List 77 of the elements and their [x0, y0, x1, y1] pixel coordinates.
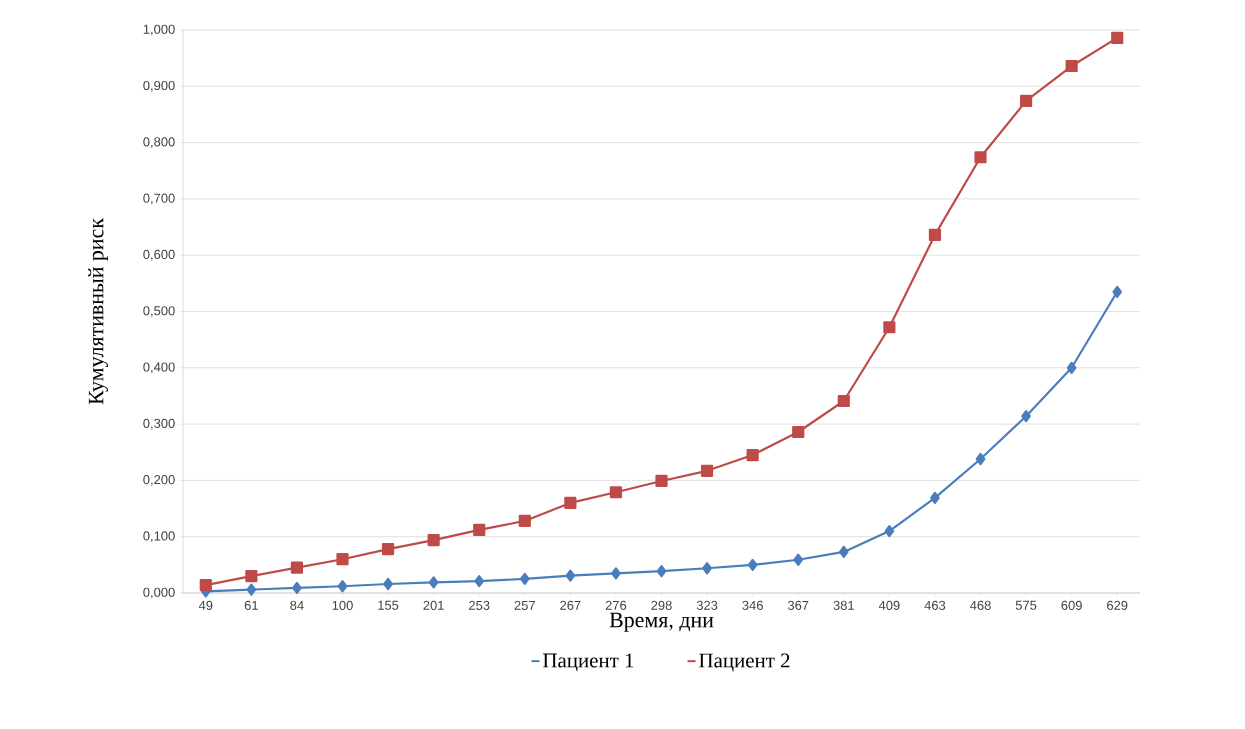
x-tick-label: 267: [560, 600, 581, 610]
legend-label: Пациент 2: [699, 653, 790, 672]
y-tick-label: 0,000: [143, 587, 175, 599]
point: [473, 523, 486, 537]
point: [428, 576, 439, 589]
y-axis-title: Кумулятивный риск: [88, 218, 108, 405]
x-tick-label: 201: [423, 600, 444, 610]
x-tick-label: 409: [878, 600, 900, 610]
x-tick-label: 463: [924, 600, 946, 610]
point: [747, 558, 758, 571]
x-axis-title: Время, дни: [609, 612, 714, 632]
point: [793, 553, 804, 566]
y-tick-label: 0,200: [143, 475, 175, 486]
point: [928, 228, 942, 242]
x-tick-label: 276: [605, 600, 627, 610]
point: [1021, 410, 1031, 423]
y-tick-label: 0,300: [143, 418, 175, 430]
point: [565, 569, 576, 582]
y-tick-label: 0,100: [143, 531, 175, 543]
point: [974, 151, 987, 164]
point: [838, 545, 849, 558]
point: [246, 583, 257, 596]
y-tick-label: 0,800: [143, 137, 175, 148]
point: [292, 581, 302, 595]
x-tick-label: 155: [378, 600, 399, 610]
x-tick-label: 298: [651, 600, 672, 610]
x-tick-label: 257: [514, 600, 535, 610]
point: [518, 514, 531, 528]
point: [883, 321, 896, 334]
point: [930, 491, 940, 504]
y-tick-label: 0,900: [143, 80, 175, 92]
x-tick-label: 100: [332, 600, 353, 610]
point: [336, 553, 349, 566]
point: [337, 580, 348, 593]
y-tick-label: 1,000: [143, 24, 175, 36]
point: [1112, 285, 1123, 298]
x-tick-label: 468: [970, 600, 991, 610]
y-tick-label: 0,400: [143, 362, 175, 374]
x-tick-label: 323: [696, 600, 718, 610]
y-tick-label: 0,600: [143, 249, 175, 261]
point: [655, 474, 668, 488]
point: [199, 579, 212, 592]
point: [609, 486, 623, 499]
point: [290, 561, 304, 574]
x-tick-label: 629: [1107, 600, 1128, 610]
x-tick-label: 575: [1015, 600, 1037, 610]
point: [700, 464, 714, 477]
point: [1019, 94, 1033, 108]
point: [1111, 31, 1124, 44]
x-tick-label: 84: [290, 600, 304, 610]
point: [474, 575, 485, 588]
point: [1066, 361, 1077, 374]
legend-label: Пациент 1: [543, 653, 634, 672]
x-tick-label: 609: [1061, 600, 1082, 610]
x-tick-label: 253: [469, 600, 490, 610]
point: [837, 394, 850, 408]
point: [975, 452, 986, 466]
point: [1065, 59, 1078, 73]
y-tick-label: 0,700: [143, 193, 175, 205]
point: [427, 533, 440, 547]
point: [383, 577, 393, 591]
point: [884, 524, 895, 538]
point: [746, 448, 759, 462]
point: [792, 425, 805, 439]
point: [702, 562, 712, 575]
x-tick-label: 61: [244, 600, 258, 610]
point: [245, 570, 258, 583]
x-tick-label: 367: [787, 600, 809, 610]
point: [611, 567, 621, 580]
point: [656, 564, 667, 578]
point: [381, 542, 395, 556]
x-tick-label: 49: [198, 600, 213, 610]
x-tick-label: 381: [833, 600, 854, 610]
y-tick-label: 0,500: [143, 306, 175, 317]
point: [564, 496, 577, 510]
point: [519, 572, 530, 586]
x-tick-label: 346: [742, 600, 763, 610]
